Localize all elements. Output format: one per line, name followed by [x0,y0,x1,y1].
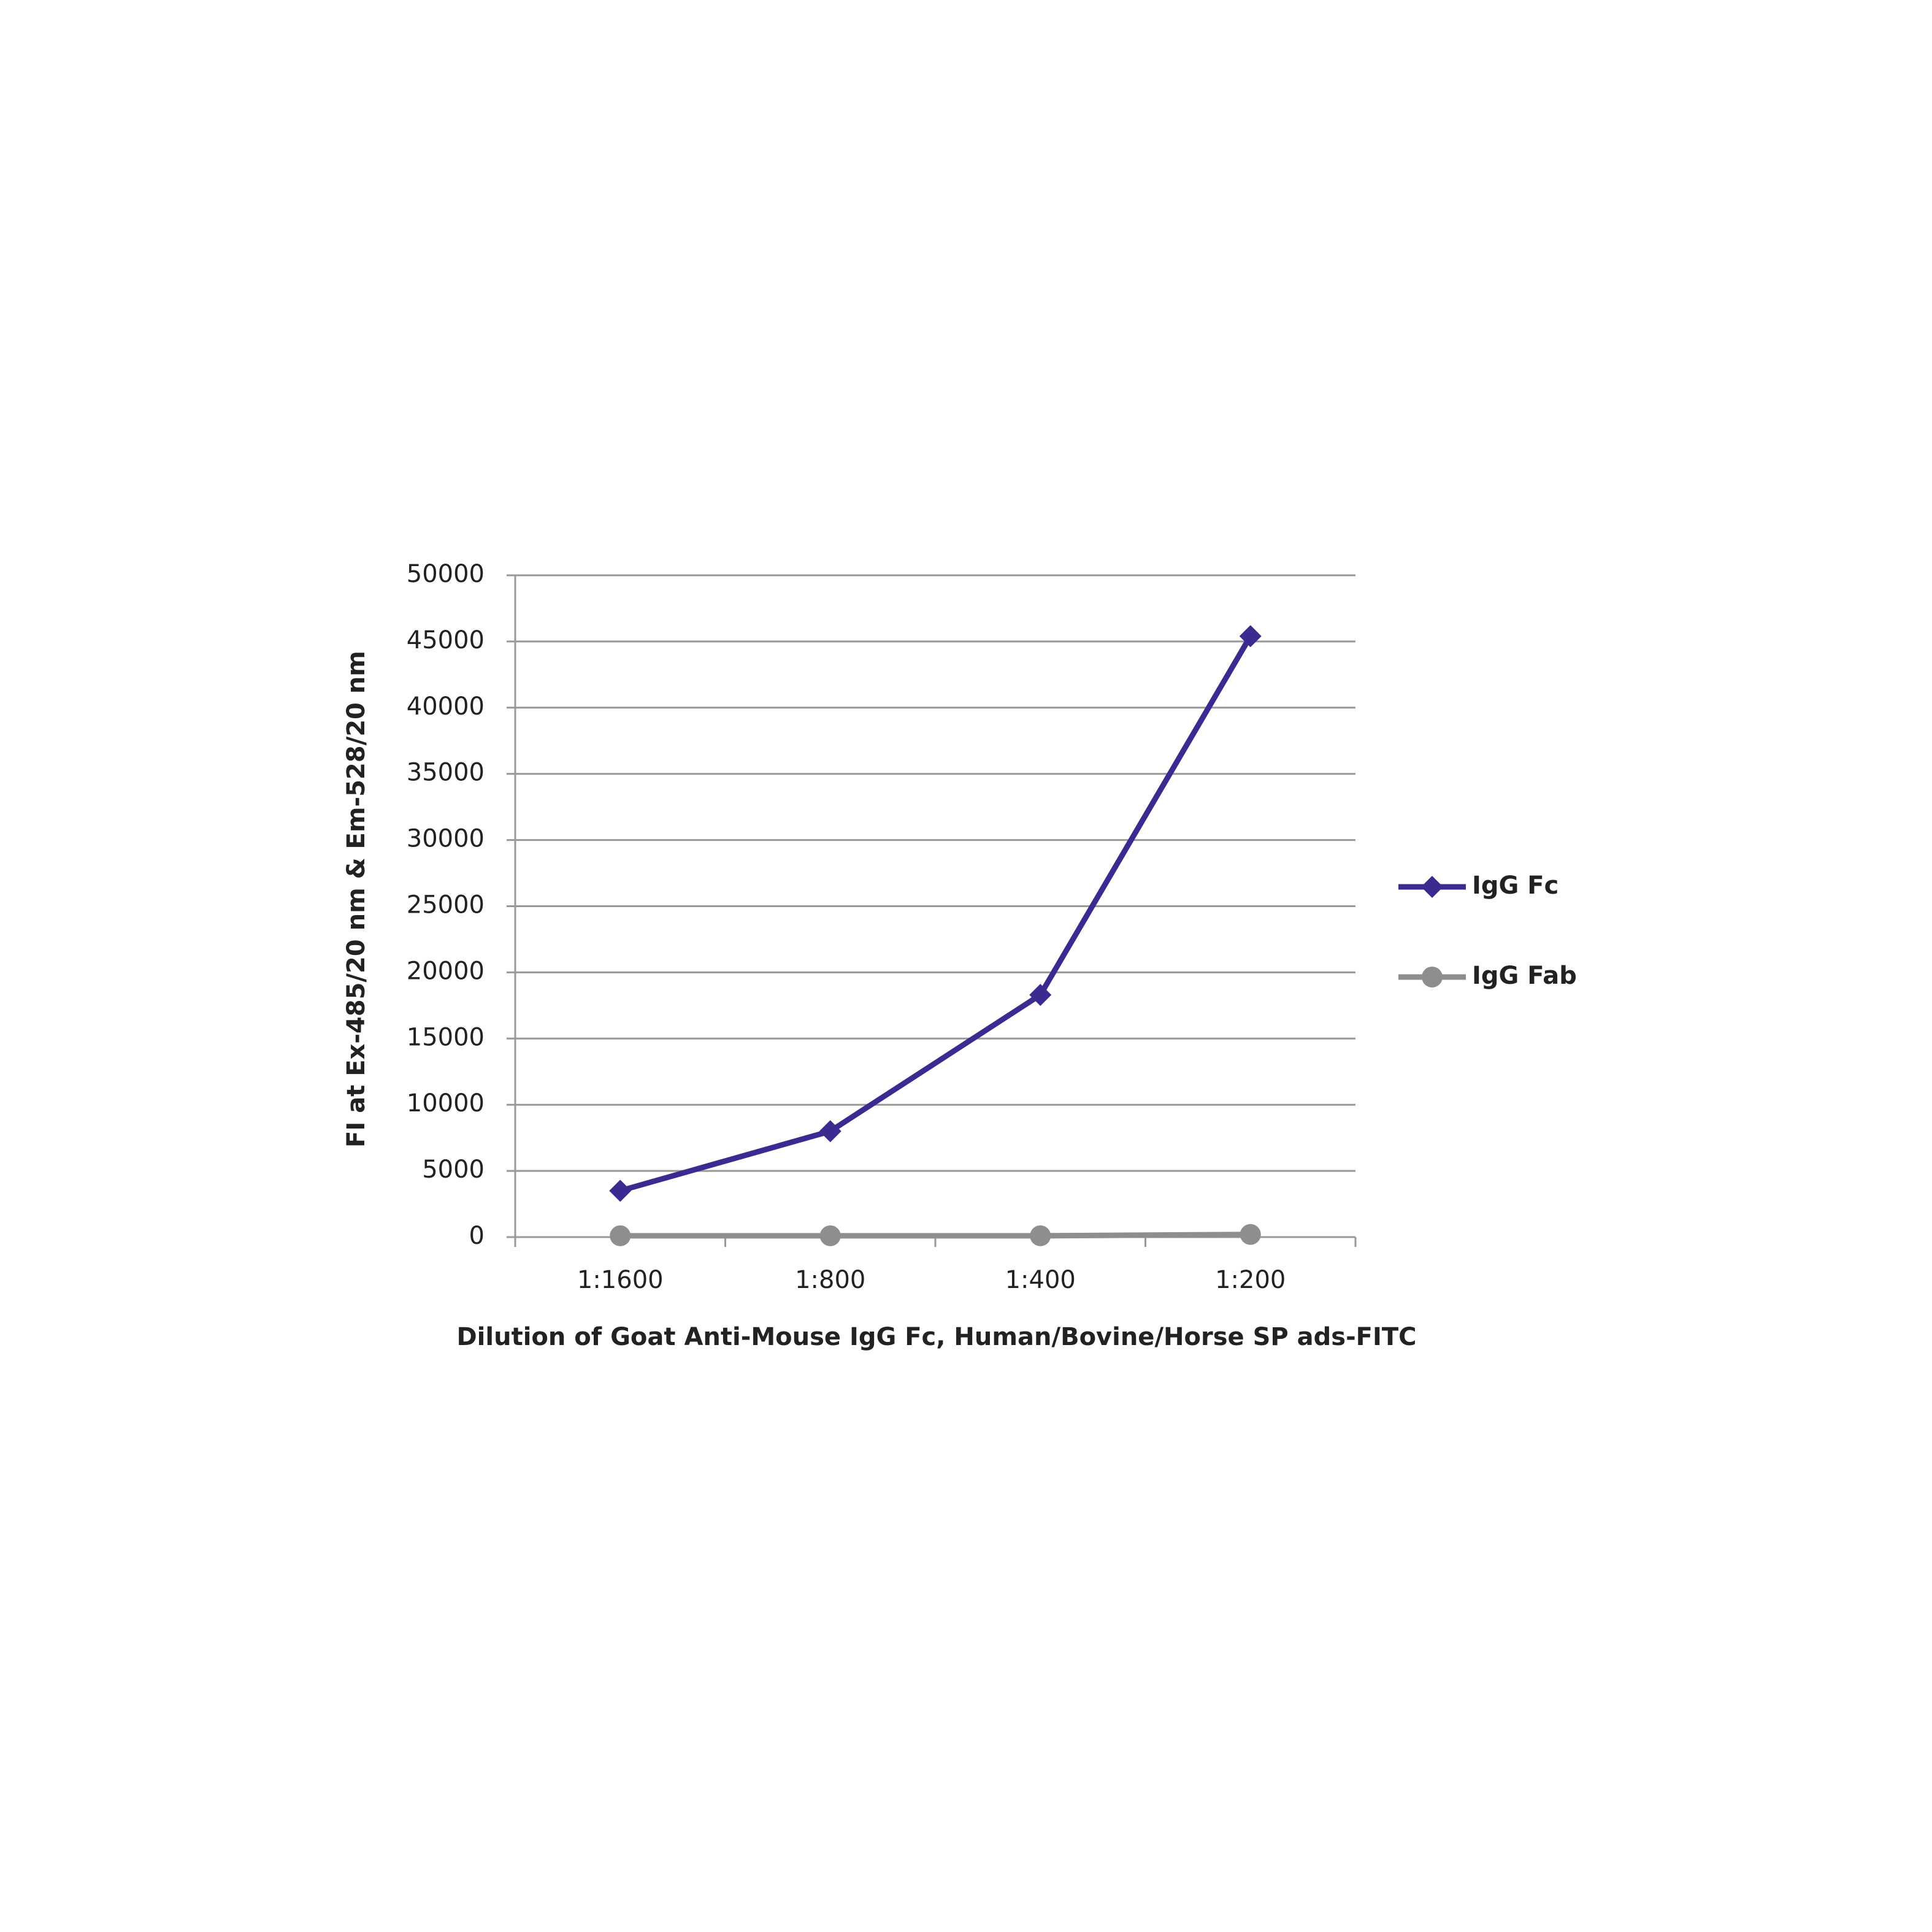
x-tick-label: 1:800 [795,1266,865,1294]
legend-label: IgG Fc [1472,872,1558,900]
marker [1422,967,1443,987]
marker [1421,876,1443,898]
y-tick-label: 40000 [407,692,485,721]
marker [1239,625,1262,648]
marker [1240,1224,1261,1245]
marker [819,1225,841,1246]
y-tick-label: 30000 [407,825,485,853]
x-tick-label: 1:200 [1215,1266,1286,1294]
y-tick-label: 25000 [407,891,485,919]
legend-label: IgG Fab [1472,962,1577,990]
series-line [619,634,1253,1194]
y-tick-label: 10000 [407,1089,485,1117]
series-line [620,1232,1251,1239]
y-tick-label: 45000 [407,626,485,654]
y-tick-label: 0 [469,1222,485,1250]
x-axis-title: Dilution of Goat Anti-Mouse IgG Fc, Huma… [456,1323,1416,1351]
marker [1029,984,1052,1006]
marker [1030,1225,1051,1246]
x-tick-label: 1:400 [1005,1266,1076,1294]
y-tick-label: 5000 [422,1156,485,1184]
y-tick-label: 35000 [407,759,485,787]
y-tick-label: 20000 [407,957,485,985]
marker [819,1120,841,1143]
x-tick-label: 1:1600 [577,1266,664,1294]
y-tick-label: 50000 [407,560,485,588]
y-axis-title: FI at Ex-485/20 nm & Em-528/20 nm [342,651,370,1148]
marker [609,1179,632,1202]
marker [610,1225,631,1246]
y-tick-label: 15000 [407,1023,485,1051]
